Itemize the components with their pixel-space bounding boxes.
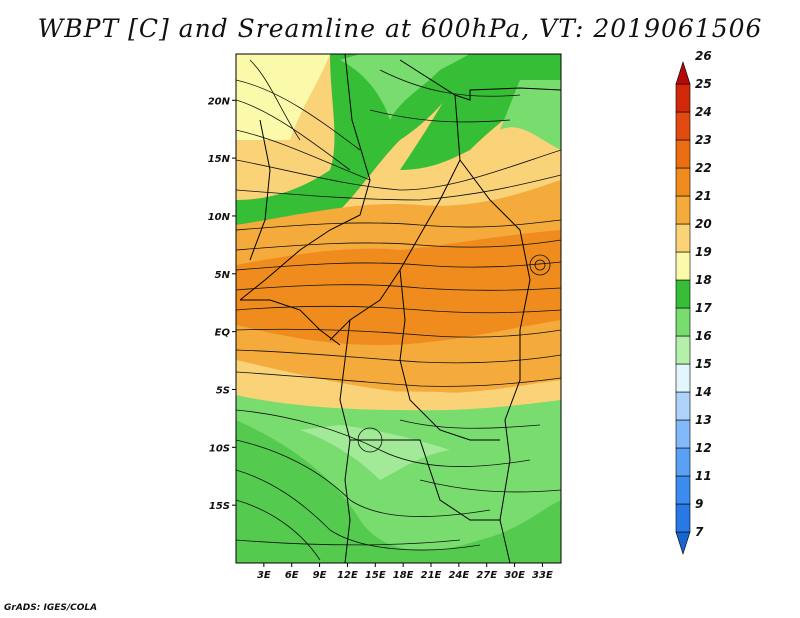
colorbar-label: 7	[695, 525, 704, 539]
map-title: WBPT [C] and Sreamline at 600hPa, VT: 20…	[37, 14, 763, 43]
colorbar-label: 22	[695, 161, 712, 175]
x-tick-label: 24E	[448, 570, 469, 581]
y-tick-label: EQ	[215, 328, 231, 339]
colorbar-label: 25	[695, 77, 712, 91]
colorbar-label: 17	[695, 301, 712, 315]
colorbar-segment	[675, 83, 691, 113]
colorbar-segment	[675, 391, 691, 421]
x-tick-label: 15E	[365, 570, 386, 581]
colorbar-max-triangle	[675, 61, 691, 85]
colorbar-label: 11	[695, 469, 712, 483]
colorbar-label: 23	[695, 133, 712, 147]
y-tick-label: 10N	[208, 212, 231, 223]
x-tick-label: 18E	[393, 570, 414, 581]
y-tick-label: 5S	[216, 385, 230, 396]
colorbar-label: 26	[695, 49, 712, 63]
colorbar-label: 9	[695, 497, 703, 511]
colorbar: 7 9 11 12 13 14 15 16 17 18 19 20 21 22 23 24 25 26	[675, 49, 712, 555]
x-tick-label: 9E	[313, 570, 327, 581]
map-plot-area	[236, 54, 561, 563]
colorbar-label: 14	[695, 385, 712, 399]
y-tick-label: 5N	[215, 270, 231, 281]
colorbar-segment	[675, 279, 691, 309]
country-boundaries	[239, 54, 561, 563]
colorbar-segment	[675, 363, 691, 393]
colorbar-segment	[675, 447, 691, 477]
colorbar-label: 13	[695, 413, 712, 427]
x-tick-label: 27E	[476, 570, 497, 581]
grads-credit: GrADS: IGES/COLA	[4, 603, 98, 613]
colorbar-label: 24	[695, 105, 712, 119]
axis-ticks: 3E 6E 9E 12E 15E 18E 21E 24E 27E 30E 33E 20N 15N 10N 5…	[208, 96, 553, 581]
colorbar-label: 15	[695, 357, 712, 371]
y-tick-label: 15N	[208, 154, 231, 165]
colorbar-segment	[675, 419, 691, 449]
colorbar-segment	[675, 475, 691, 505]
x-tick-label: 33E	[532, 570, 553, 581]
x-tick-label: 6E	[285, 570, 299, 581]
colorbar-segment	[675, 111, 691, 141]
colorbar-segment	[675, 251, 691, 281]
y-tick-label: 20N	[208, 96, 231, 107]
colorbar-min-triangle	[675, 531, 691, 555]
colorbar-segment	[675, 503, 691, 533]
colorbar-label: 21	[695, 189, 712, 203]
colorbar-label: 16	[695, 329, 712, 343]
x-tick-label: 12E	[337, 570, 358, 581]
colorbar-label: 18	[695, 273, 712, 287]
colorbar-segment	[675, 167, 691, 197]
colorbar-segment	[675, 195, 691, 225]
colorbar-segment	[675, 223, 691, 253]
y-tick-label: 10S	[209, 443, 230, 454]
y-tick-label: 15S	[209, 501, 230, 512]
x-tick-label: 3E	[257, 570, 271, 581]
x-tick-label: 21E	[421, 570, 442, 581]
colorbar-label: 19	[695, 245, 712, 259]
colorbar-label: 12	[695, 441, 712, 455]
x-tick-label: 30E	[504, 570, 525, 581]
colorbar-segment	[675, 307, 691, 337]
map-frame	[235, 53, 562, 564]
colorbar-segment	[675, 335, 691, 365]
colorbar-label: 20	[695, 217, 712, 231]
colorbar-segment	[675, 139, 691, 169]
